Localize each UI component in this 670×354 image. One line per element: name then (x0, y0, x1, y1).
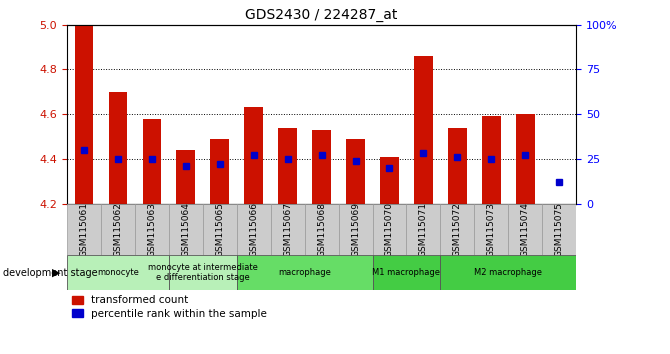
Text: macrophage: macrophage (278, 268, 331, 277)
Bar (245, 108, 263, 204)
Text: GSM115074: GSM115074 (521, 202, 530, 257)
Bar (305, 204, 338, 255)
Text: GSM115063: GSM115063 (147, 202, 156, 257)
Bar (440, 204, 474, 255)
Bar (169, 204, 203, 255)
Bar (407, 204, 440, 255)
Bar (67, 204, 101, 255)
Text: GSM115075: GSM115075 (555, 202, 563, 257)
Bar (380, 156, 399, 204)
Bar (271, 204, 305, 255)
Text: GSM115068: GSM115068 (317, 202, 326, 257)
Text: GSM115071: GSM115071 (419, 202, 428, 257)
Bar (176, 150, 195, 204)
Text: GSM115072: GSM115072 (453, 202, 462, 257)
Bar (210, 139, 229, 204)
Bar (74, 25, 93, 204)
Bar (448, 127, 467, 204)
Bar (440, 255, 576, 290)
Text: GSM115061: GSM115061 (80, 202, 88, 257)
Bar (542, 204, 576, 255)
Bar (109, 92, 127, 204)
Bar (373, 204, 407, 255)
Text: M2 macrophage: M2 macrophage (474, 268, 542, 277)
Bar (312, 130, 331, 204)
Bar (516, 114, 535, 204)
Bar (278, 127, 297, 204)
Text: GSM115073: GSM115073 (487, 202, 496, 257)
Legend: transformed count, percentile rank within the sample: transformed count, percentile rank withi… (72, 296, 267, 319)
Bar (482, 116, 500, 204)
Text: monocyte at intermediate
e differentiation stage: monocyte at intermediate e differentiati… (148, 263, 258, 282)
Bar (346, 139, 365, 204)
Text: GSM115064: GSM115064 (182, 202, 190, 257)
Bar (474, 204, 509, 255)
Bar (237, 204, 271, 255)
Bar (373, 255, 440, 290)
Bar (101, 204, 135, 255)
Bar (135, 204, 169, 255)
Bar (67, 255, 169, 290)
Text: GSM115067: GSM115067 (283, 202, 292, 257)
Bar (203, 204, 237, 255)
Text: M1 macrophage: M1 macrophage (373, 268, 440, 277)
Text: ▶: ▶ (52, 268, 60, 278)
Bar (237, 255, 373, 290)
Bar (169, 255, 237, 290)
Bar (509, 204, 542, 255)
Text: GSM115069: GSM115069 (351, 202, 360, 257)
Text: GSM115065: GSM115065 (215, 202, 224, 257)
Text: GSM115070: GSM115070 (385, 202, 394, 257)
Bar (143, 119, 161, 204)
Text: development stage: development stage (3, 268, 98, 278)
Bar (338, 204, 373, 255)
Text: monocyte: monocyte (97, 268, 139, 277)
Title: GDS2430 / 224287_at: GDS2430 / 224287_at (245, 8, 398, 22)
Bar (414, 56, 433, 204)
Text: GSM115066: GSM115066 (249, 202, 258, 257)
Text: GSM115062: GSM115062 (113, 202, 123, 257)
